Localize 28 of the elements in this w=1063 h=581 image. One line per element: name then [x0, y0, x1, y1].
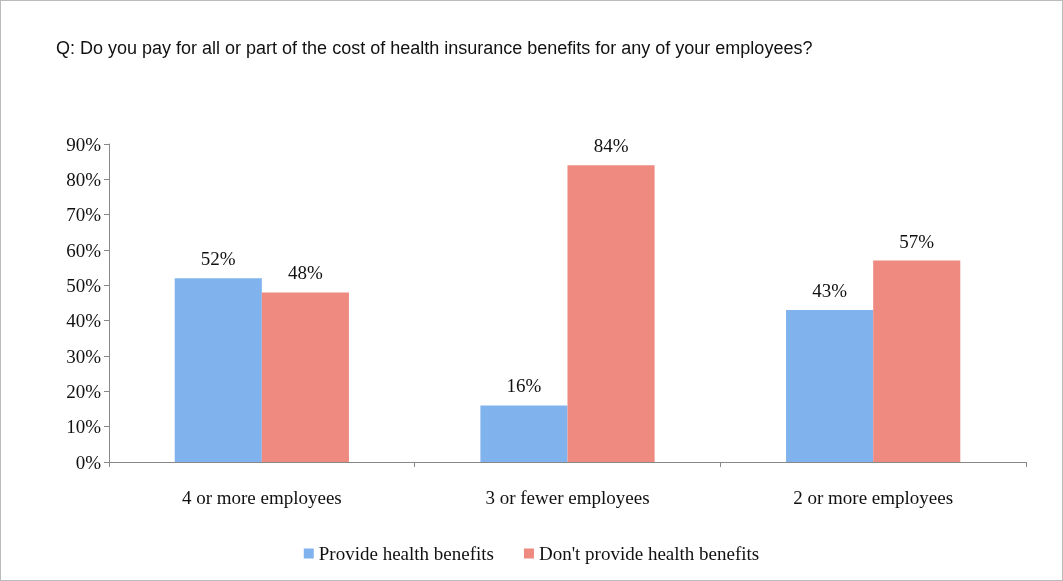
y-tick-label: 50%: [66, 274, 102, 296]
x-tick-label: 3 or fewer employees: [485, 487, 650, 508]
chart-title: Q: Do you pay for all or part of the cost of health insurance benefits for any of your employees?: [56, 38, 813, 58]
bar: [786, 310, 874, 462]
legend-label: Don't provide health benefits: [538, 543, 760, 564]
bar: [873, 260, 961, 462]
x-tick-label: 4 or more employees: [181, 487, 342, 508]
y-tick-label: 40%: [66, 310, 102, 332]
y-tick-label: 30%: [66, 345, 102, 367]
data-label: 84%: [593, 135, 629, 157]
data-label: 43%: [812, 280, 848, 302]
bar: [261, 292, 349, 462]
y-tick-label: 70%: [66, 204, 102, 226]
data-label: 57%: [899, 230, 935, 252]
y-tick-label: 90%: [66, 133, 102, 155]
legend-label: Provide health benefits: [318, 543, 494, 564]
x-tick-label: 2 or more employees: [793, 487, 954, 508]
y-tick-label: 0%: [75, 451, 102, 473]
bar: [174, 278, 262, 462]
bar: [480, 405, 568, 462]
y-tick-label: 80%: [66, 168, 102, 190]
bar: [567, 165, 655, 462]
y-tick-label: 60%: [66, 239, 102, 261]
data-label: 48%: [287, 262, 323, 284]
y-tick-label: 10%: [66, 416, 102, 438]
data-label: 16%: [506, 375, 542, 397]
data-label: 52%: [200, 248, 236, 270]
y-tick-label: 20%: [66, 380, 102, 402]
